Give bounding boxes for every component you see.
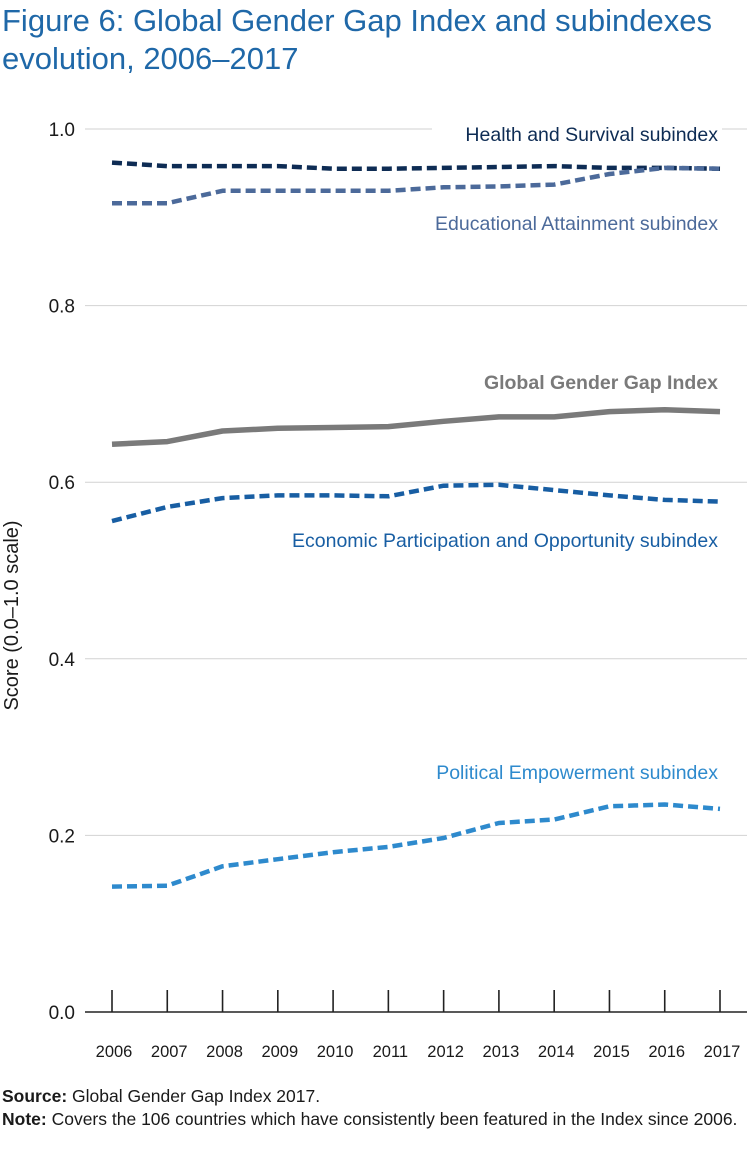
x-tick-label: 2016	[648, 1043, 685, 1061]
line-chart: 0.00.20.40.60.81.0 2006 2007 2008 2009 2010 2…	[1, 120, 747, 1061]
series-line-index	[111, 407, 721, 447]
x-tick-label: 2013	[483, 1043, 520, 1061]
x-axis	[85, 990, 747, 1013]
x-tick-label: 2015	[593, 1043, 630, 1061]
source-text: Global Gender Gap Index 2017.	[67, 1086, 321, 1106]
series-line-health	[111, 160, 721, 171]
y-tick-label: 0.6	[49, 473, 75, 494]
x-tick-label: 2012	[427, 1043, 464, 1061]
label-background	[432, 120, 722, 148]
series-label-political: Political Empowerment subindex	[436, 762, 718, 784]
x-tick-label: 2017	[704, 1043, 741, 1061]
x-tick-label: 2010	[317, 1043, 354, 1061]
series-lines	[111, 160, 721, 889]
note-text: Covers the 106 countries which have cons…	[46, 1109, 738, 1129]
series-label-economic: Economic Participation and Opportunity s…	[292, 530, 718, 552]
y-tick-label: 0.8	[49, 297, 75, 318]
x-tick-label: 2011	[373, 1043, 408, 1061]
series-label-index: Global Gender Gap Index	[484, 372, 718, 394]
series-labels: Health and Survival subindex Educational …	[292, 120, 722, 784]
x-axis-tick-labels: 2006 2007 2008 2009 2010 2011 2012 2013 2014 2015…	[96, 1043, 741, 1061]
chart-title: Figure 6: Global Gender Gap Index and su…	[2, 3, 713, 76]
series-line-economic	[111, 482, 721, 524]
note-label: Note:	[2, 1109, 47, 1129]
series-label-education: Educational Attainment subindex	[435, 213, 718, 235]
y-tick-label: 0.4	[49, 650, 76, 671]
series-line-political	[111, 802, 721, 889]
chart-footer: Source: Global Gender Gap Index 2017. No…	[2, 1085, 742, 1131]
note-line: Note: Covers the 106 countries which hav…	[2, 1108, 742, 1131]
series-label-health: Health and Survival subindex	[465, 124, 718, 146]
x-tick-label: 2008	[206, 1043, 243, 1061]
source-line: Source: Global Gender Gap Index 2017.	[2, 1085, 742, 1108]
x-tick-label: 2007	[151, 1043, 188, 1061]
series-line-education	[112, 165, 721, 206]
y-axis-label: Score (0.0–1.0 scale)	[1, 520, 23, 710]
x-tick-label: 2014	[538, 1043, 575, 1061]
y-tick-label: 0.0	[49, 1003, 75, 1024]
y-axis-tick-labels: 0.0 0.2 0.4 0.6 0.8 1.0	[49, 120, 76, 1024]
source-label: Source:	[2, 1086, 68, 1106]
y-tick-label: 1.0	[49, 120, 75, 141]
gridlines	[85, 128, 747, 836]
y-tick-label: 0.2	[49, 826, 75, 847]
x-tick-label: 2009	[261, 1043, 298, 1061]
x-tick-label: 2006	[96, 1043, 133, 1061]
